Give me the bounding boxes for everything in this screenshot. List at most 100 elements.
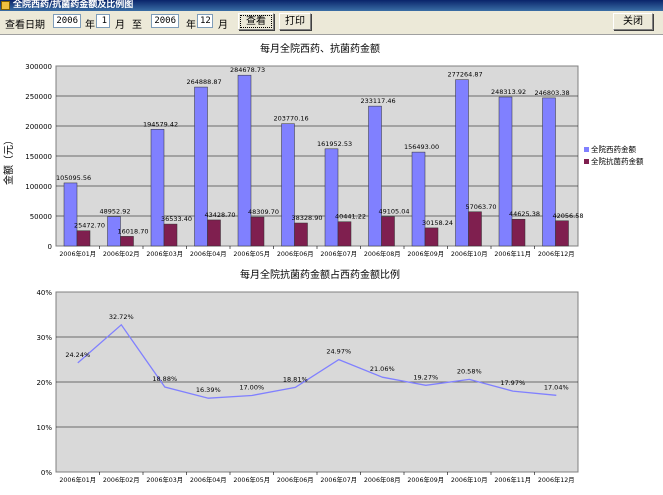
bar-value-label: 105095.56 — [56, 174, 91, 182]
bar-antibacterial — [250, 216, 265, 247]
bar-value-label: 38328.90 — [292, 214, 323, 222]
bar-series — [63, 74, 569, 247]
line-y-tick-label: 40% — [36, 289, 52, 297]
bar-x-ticks: 2006年01月 2006年02月 2006年03月 2006年04月 2006年05月… — [59, 246, 575, 258]
bar-y-tick-label: 200000 — [25, 123, 52, 131]
line-value-label: 24.97% — [326, 348, 351, 356]
bar-western — [498, 96, 513, 247]
bar-western — [368, 105, 382, 247]
line-x-tick-label: 2006年04月 — [190, 475, 227, 484]
bar-value-label: 57063.70 — [466, 203, 497, 211]
bar-antibacterial — [468, 211, 482, 247]
bar-x-tick-label: 2006年06月 — [277, 249, 314, 258]
line-x-tick-label: 2006年06月 — [277, 475, 314, 484]
legend-label-western: 全院西药金额 — [591, 144, 636, 154]
chart-panel: 每月全院西药、抗菌药金额 0 50000 100000 150000 200000 250… — [0, 34, 663, 495]
bar-antibacterial — [511, 218, 526, 247]
bar-grid — [56, 95, 578, 217]
legend-label-antibacterial: 全院抗菌药金额 — [591, 156, 644, 166]
bar-western — [324, 148, 339, 247]
line-x-tick-label: 2006年10月 — [451, 475, 488, 484]
bar-value-label: 156493.00 — [404, 143, 439, 151]
bar-antibacterial — [207, 219, 221, 247]
bar-x-tick-label: 2006年03月 — [146, 249, 183, 258]
line-value-label: 18.81% — [283, 375, 308, 383]
bar-western — [281, 123, 295, 247]
end-year-field[interactable]: 2006 — [151, 14, 179, 28]
legend-swatch-antibacterial — [584, 159, 589, 164]
print-button[interactable]: 打印 — [279, 13, 311, 30]
line-value-label: 17.97% — [500, 379, 525, 387]
line-value-label: 32.72% — [109, 313, 134, 321]
bar-x-tick-label: 2006年09月 — [407, 249, 444, 258]
bar-antibacterial — [294, 222, 308, 247]
bar-y-tick-label: 100000 — [25, 183, 52, 191]
start-month-field[interactable]: 1 — [96, 14, 110, 28]
window-title: 全院西药/抗菌药金额及比例图 — [13, 0, 134, 10]
date-label: 查看日期 — [5, 20, 45, 31]
line-y-tick-label: 30% — [36, 334, 52, 342]
to-label: 至 — [132, 20, 142, 31]
bar-western — [107, 216, 121, 247]
bar-x-tick-label: 2006年11月 — [494, 249, 531, 258]
bar-value-label: 248313.92 — [491, 88, 526, 96]
bar-value-label: 16018.70 — [118, 227, 149, 235]
bar-y-tick-label: 0 — [48, 243, 52, 251]
bar-western — [455, 79, 469, 247]
bar-value-label: 264888.87 — [187, 78, 222, 86]
bar-y-tick-label: 150000 — [25, 153, 52, 161]
line-x-tick-label: 2006年12月 — [538, 475, 575, 484]
ratio-line — [77, 323, 557, 399]
bar-value-label: 44625.38 — [509, 210, 540, 218]
line-data-labels: 24.24% 32.72% 18.88% 16.39% 17.00% 18.81% 24.9… — [65, 313, 568, 394]
bar-value-label: 49105.04 — [379, 208, 410, 216]
bar-x-tick-label: 2006年08月 — [364, 249, 401, 258]
bar-x-tick-label: 2006年04月 — [190, 249, 227, 258]
line-value-label: 16.39% — [196, 386, 221, 394]
line-value-label: 17.00% — [239, 384, 264, 392]
bar-y-tick-label: 300000 — [25, 63, 52, 71]
bar-western — [542, 97, 556, 247]
bar-y-axis-label: 金额（元） — [2, 135, 15, 185]
bar-antibacterial — [555, 220, 569, 247]
bar-x-tick-label: 2006年05月 — [233, 249, 270, 258]
line-y-ticks: 0% 10% 20% 30% 40% — [36, 289, 52, 477]
line-x-tick-label: 2006年11月 — [494, 475, 531, 484]
end-year-unit: 年 — [186, 20, 196, 31]
view-button[interactable]: 查看 — [238, 13, 274, 30]
line-grid — [56, 336, 578, 428]
start-year-unit: 年 — [85, 20, 95, 31]
close-button[interactable]: 关闭 — [613, 13, 653, 30]
bar-x-tick-label: 2006年10月 — [451, 249, 488, 258]
line-x-tick-label: 2006年02月 — [103, 475, 140, 484]
line-x-tick-label: 2006年01月 — [59, 475, 96, 484]
line-x-ticks: 2006年01月 2006年02月 2006年03月 2006年04月 2006年05月… — [59, 472, 575, 484]
line-value-label: 21.06% — [370, 365, 395, 373]
bar-value-label: 233117.46 — [361, 97, 396, 105]
bar-value-label: 277264.87 — [448, 71, 483, 79]
bar-value-label: 194579.42 — [143, 120, 178, 128]
bar-y-tick-label: 250000 — [25, 93, 52, 101]
bar-legend: 全院西药金额 全院抗菌药金额 — [584, 144, 644, 166]
title-bar: 全院西药/抗菌药金额及比例图 — [0, 0, 663, 11]
bar-chart-title: 每月全院西药、抗菌药金额 — [260, 42, 380, 55]
start-month-unit: 月 — [115, 20, 125, 31]
bar-antibacterial — [381, 216, 395, 247]
line-value-label: 19.27% — [413, 373, 438, 381]
line-y-tick-label: 20% — [36, 379, 52, 387]
legend-swatch-western — [584, 147, 589, 152]
bar-y-ticks: 0 50000 100000 150000 200000 250000 300000 — [25, 63, 52, 251]
line-x-tick-label: 2006年05月 — [233, 475, 270, 484]
line-x-tick-label: 2006年08月 — [364, 475, 401, 484]
line-y-tick-label: 10% — [36, 424, 52, 432]
line-x-tick-label: 2006年09月 — [407, 475, 444, 484]
start-year-field[interactable]: 2006 — [53, 14, 81, 28]
bar-value-label: 25472.70 — [74, 222, 105, 230]
app-icon — [1, 1, 10, 10]
charts-canvas: 每月全院西药、抗菌药金额 0 50000 100000 150000 200000 250… — [2, 42, 644, 484]
end-month-field[interactable]: 12 — [197, 14, 213, 28]
line-chart-title: 每月全院抗菌药金额占西药金额比例 — [240, 268, 400, 281]
bar-value-label: 48309.70 — [248, 208, 279, 216]
bar-value-label: 246803.38 — [535, 89, 570, 97]
line-x-tick-label: 2006年07月 — [320, 475, 357, 484]
